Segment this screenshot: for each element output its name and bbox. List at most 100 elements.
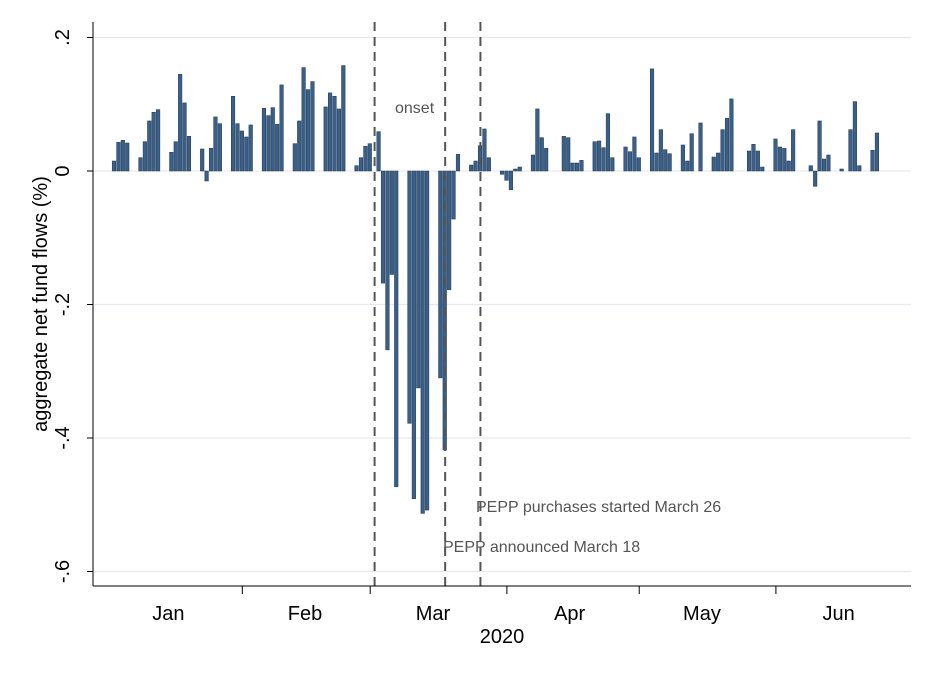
bar	[147, 120, 152, 172]
bar	[407, 170, 412, 424]
bar	[358, 157, 364, 172]
x-tick-label: Mar	[416, 603, 451, 625]
y-tick-label: .2	[52, 29, 74, 46]
bar	[367, 143, 372, 172]
bar	[231, 95, 236, 172]
bar	[513, 168, 518, 172]
bar	[627, 151, 633, 172]
bar	[817, 120, 822, 172]
bar	[261, 108, 266, 172]
bar	[305, 89, 311, 172]
bar	[310, 81, 315, 172]
bar	[729, 98, 734, 172]
bar	[658, 129, 663, 172]
bar	[455, 154, 461, 172]
bar	[782, 148, 787, 172]
x-tick-label: Jan	[152, 603, 184, 625]
bar	[508, 170, 513, 190]
bar	[120, 140, 125, 172]
bar	[332, 95, 337, 172]
bar	[746, 150, 752, 172]
y-ticks: .2 0 -.2 -.4 -.6	[52, 29, 93, 583]
bar	[169, 152, 174, 172]
bar	[517, 166, 522, 172]
bar	[156, 109, 161, 172]
bar	[777, 146, 782, 172]
bar	[151, 112, 156, 172]
bar	[447, 170, 452, 291]
bar	[601, 147, 606, 172]
bar	[561, 136, 566, 172]
bar	[389, 170, 394, 275]
x-tick-label: May	[683, 603, 721, 625]
bar	[579, 160, 584, 172]
bar	[142, 141, 147, 172]
bar	[636, 157, 641, 172]
bar	[535, 108, 540, 172]
bar	[411, 170, 416, 499]
bar	[685, 160, 690, 172]
bar	[217, 123, 222, 172]
y-tick-label: -.6	[52, 560, 74, 583]
bar	[689, 133, 694, 172]
bar	[235, 123, 240, 172]
bar	[698, 122, 703, 172]
bar	[632, 136, 637, 172]
bar	[178, 73, 183, 172]
bar	[605, 113, 610, 172]
bar	[323, 106, 328, 172]
bar	[213, 116, 218, 172]
bar	[791, 129, 796, 172]
bar	[592, 141, 597, 172]
bar	[111, 160, 117, 172]
bar	[473, 160, 478, 172]
bar	[138, 157, 143, 172]
bar	[755, 150, 760, 172]
x-tick-label: Jun	[823, 603, 855, 625]
bar	[870, 150, 875, 172]
bar	[716, 152, 721, 172]
bar	[341, 65, 346, 172]
bar	[125, 142, 130, 172]
bar	[328, 92, 333, 172]
bar	[544, 148, 549, 172]
bar	[773, 138, 778, 172]
bar	[539, 137, 544, 172]
bar	[292, 143, 297, 172]
bar	[376, 131, 381, 172]
bar	[848, 129, 853, 172]
bar	[570, 162, 575, 172]
bar	[239, 130, 244, 172]
bar	[566, 137, 571, 172]
bar	[575, 162, 580, 172]
bar	[720, 129, 725, 172]
bar	[469, 164, 474, 172]
x-tick-label: Feb	[288, 603, 322, 625]
bar	[279, 84, 284, 172]
bar	[394, 170, 399, 487]
x-ticks: Jan Feb Mar Apr May Jun	[152, 586, 855, 625]
bar	[813, 170, 818, 187]
y-tick-label: 0	[52, 165, 74, 176]
bar	[182, 102, 187, 172]
bar	[663, 149, 668, 172]
bar	[724, 118, 730, 172]
bar	[301, 67, 306, 172]
bar	[857, 165, 862, 172]
bar	[270, 107, 275, 172]
bars	[111, 65, 879, 514]
bar	[186, 136, 192, 172]
bar	[680, 144, 685, 172]
bar	[500, 170, 505, 175]
bar	[486, 157, 491, 172]
bar	[363, 146, 368, 172]
bar	[874, 132, 879, 172]
bar	[297, 120, 302, 172]
bar	[826, 154, 831, 172]
bar	[248, 124, 253, 172]
bar	[266, 115, 271, 172]
bar	[610, 157, 615, 172]
event-lines	[373, 22, 482, 586]
bar	[654, 152, 659, 172]
